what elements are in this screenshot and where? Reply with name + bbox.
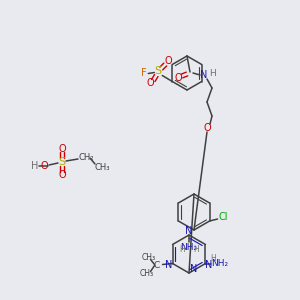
Text: CH₃: CH₃ <box>94 163 110 172</box>
Text: N: N <box>200 70 208 80</box>
Text: NH₂: NH₂ <box>211 259 228 268</box>
Text: S: S <box>58 157 66 167</box>
Text: CH₃: CH₃ <box>140 269 154 278</box>
Text: N: N <box>165 260 173 271</box>
Text: H: H <box>31 161 39 171</box>
Text: O: O <box>146 79 154 88</box>
Text: N: N <box>190 264 198 274</box>
Text: Cl: Cl <box>219 212 228 222</box>
Text: H: H <box>193 245 199 254</box>
Text: C: C <box>153 261 160 270</box>
Text: S: S <box>155 67 162 76</box>
Text: CH₃: CH₃ <box>142 253 156 262</box>
Text: H: H <box>208 68 215 77</box>
Text: F: F <box>142 68 147 79</box>
Text: N: N <box>205 260 213 271</box>
Text: O: O <box>58 144 66 154</box>
Text: O: O <box>203 123 211 133</box>
Text: H: H <box>179 245 185 254</box>
Text: NH₂: NH₂ <box>180 244 198 253</box>
Text: CH₂: CH₂ <box>78 154 94 163</box>
Text: O: O <box>174 73 182 83</box>
Text: O: O <box>58 170 66 180</box>
Text: N: N <box>185 226 193 236</box>
Text: O: O <box>40 161 48 171</box>
Text: O: O <box>164 56 172 67</box>
Text: H: H <box>211 254 216 263</box>
